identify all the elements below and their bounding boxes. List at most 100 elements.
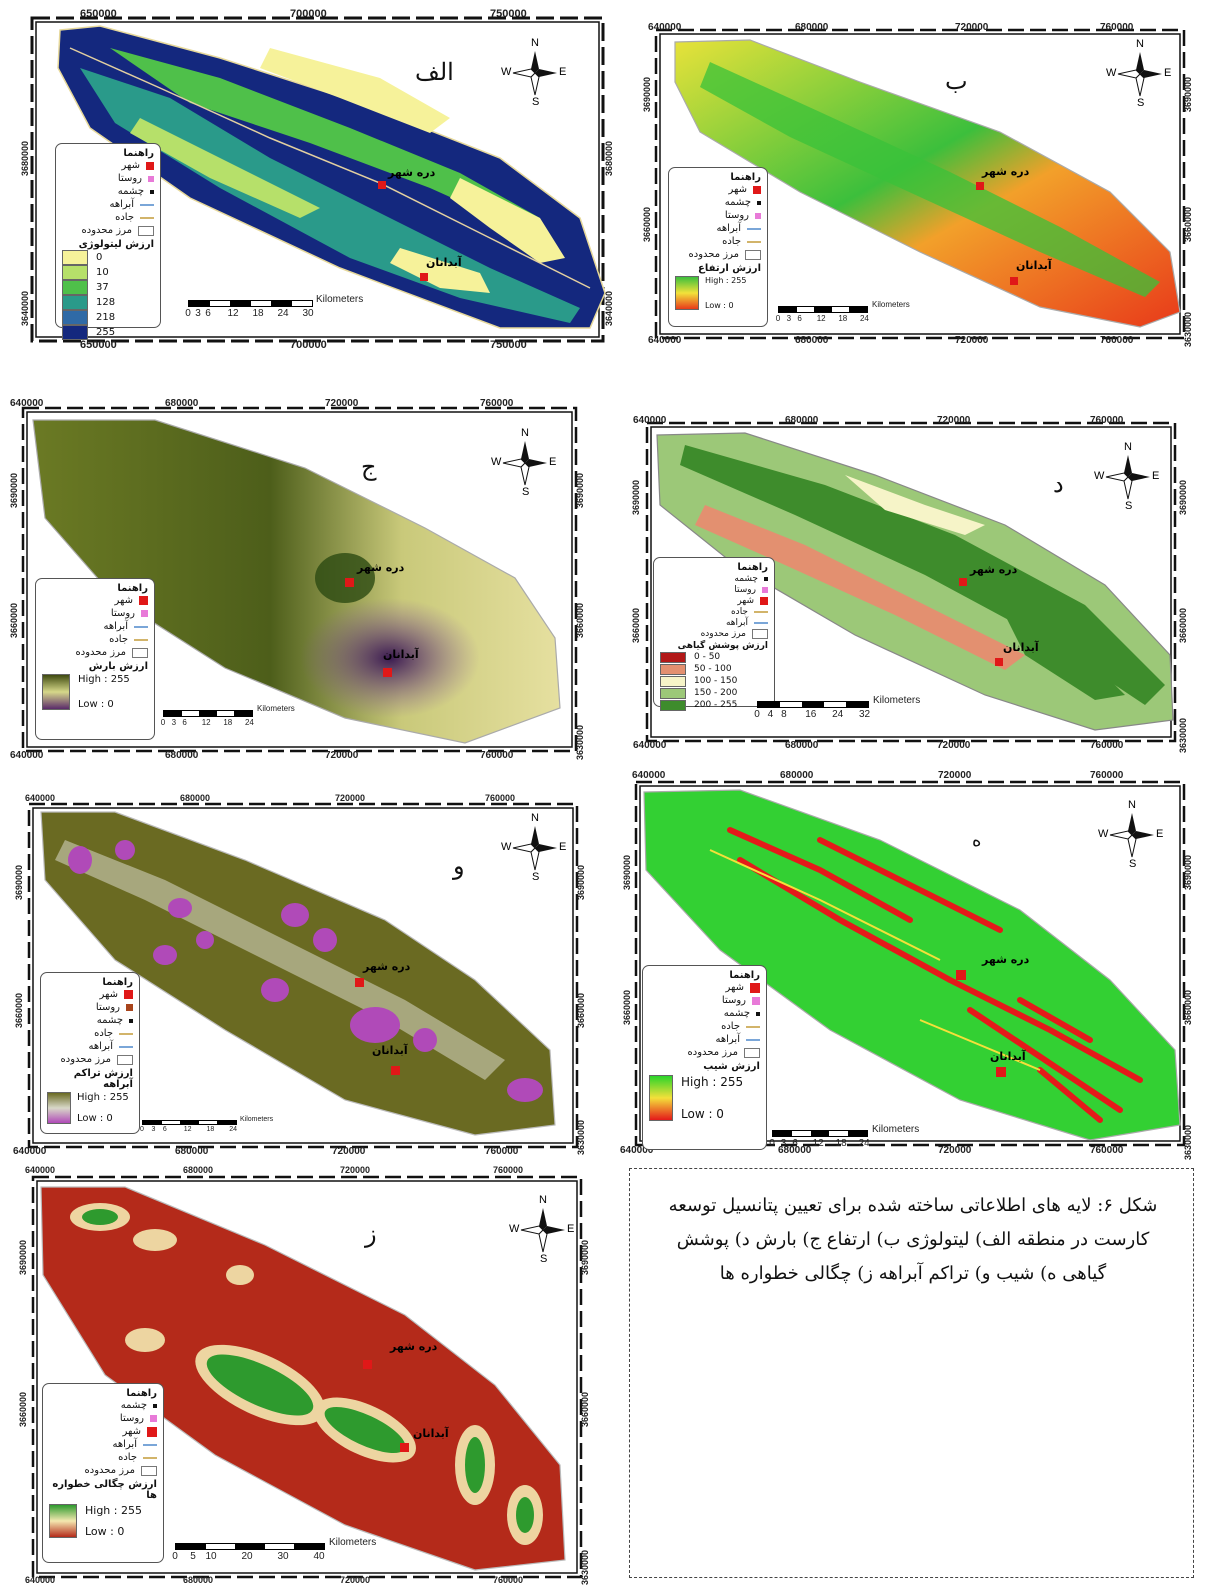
town-label: دره شهر <box>970 563 1018 576</box>
x-tick: 680000 <box>183 1575 214 1585</box>
x-tick: 680000 <box>778 1145 812 1156</box>
legend-value-title: ارزش تراکم آبراهه <box>73 1068 133 1090</box>
scale-tick: 4 <box>767 709 774 720</box>
map-panel-alef: 650000 700000 750000 650000 700000 75000… <box>20 8 615 353</box>
y-tick: 3690000 <box>1183 854 1193 890</box>
panel-label: ب <box>945 67 968 95</box>
compass-s: S <box>532 871 540 883</box>
y-tick: 3690000 <box>576 864 586 900</box>
compass-s: S <box>540 1253 548 1265</box>
scale-unit: Kilometers <box>329 1537 377 1548</box>
scale-tick: 3 <box>151 1126 156 1133</box>
legend-village: روستا <box>734 584 756 595</box>
compass-n: N <box>531 37 539 49</box>
scale-tick: 5 <box>190 1551 196 1562</box>
y-tick: 3690000 <box>580 1239 590 1275</box>
north-arrow-icon: N S E W <box>501 812 566 883</box>
legend-city: شهر <box>114 595 133 606</box>
x-tick: 680000 <box>165 750 199 761</box>
town-label: دره شهر <box>357 561 405 574</box>
map-panel-dal: 640000 680000 720000 760000 640000 68000… <box>625 415 1195 755</box>
x-tick: 760000 <box>493 1575 524 1585</box>
legend-stream: آبراهه <box>112 1439 138 1450</box>
scale-tick: 10 <box>205 1551 217 1562</box>
scale-tick: 16 <box>805 709 817 720</box>
compass-e: E <box>1164 67 1172 79</box>
figure-caption-box: شکل ۶: لایه های اطلاعاتی ساخته شده برای … <box>629 1168 1194 1578</box>
legend-city: شهر <box>737 595 754 606</box>
town-label: دره شهر <box>390 1340 438 1353</box>
x-tick: 640000 <box>25 793 56 803</box>
x-tick: 760000 <box>1100 335 1134 346</box>
x-tick: 680000 <box>780 770 814 781</box>
map-panel-jim: 640000 680000 720000 760000 640000 68000… <box>5 398 590 765</box>
town-label: آبدانان <box>1003 641 1039 654</box>
x-tick: 680000 <box>180 793 211 803</box>
scale-tick: 6 <box>205 308 211 319</box>
legend-stream: آبراهه <box>725 617 748 628</box>
scale-tick: 6 <box>797 314 802 323</box>
scale-bar: Kilometers 0 3 6 12 18 24 <box>161 704 295 729</box>
legend-spring: چشمه <box>120 1400 147 1411</box>
legend-village: روستا <box>119 1413 144 1424</box>
x-tick: 640000 <box>10 398 44 409</box>
town-label: دره شهر <box>388 166 436 179</box>
legend: راهنما شهر چشمه روستا آبراهه جاده مرز مح… <box>668 167 768 327</box>
y-tick: 3660000 <box>1178 607 1188 643</box>
legend-title: راهنما <box>729 970 760 981</box>
scale-tick: 12 <box>183 1126 192 1133</box>
north-arrow-icon: N S E W <box>509 1194 574 1265</box>
x-tick: 720000 <box>938 770 972 781</box>
compass-w: W <box>1094 470 1105 482</box>
town-label: آبدانان <box>383 648 419 661</box>
scale-tick: 3 <box>786 314 792 323</box>
legend-road: جاده <box>721 1021 740 1032</box>
town-label: آبدانان <box>413 1427 449 1440</box>
scale-unit: Kilometers <box>316 294 364 305</box>
scale-tick: 40 <box>313 1551 325 1562</box>
map-ze-graphic <box>31 1175 583 1579</box>
x-tick: 720000 <box>340 1165 371 1175</box>
y-tick: 3640000 <box>604 290 614 326</box>
legend-boundary: مرز محدوده <box>688 249 739 260</box>
x-tick: 750000 <box>490 8 527 20</box>
map-dal-graphic <box>645 421 1177 743</box>
x-tick: 760000 <box>1090 740 1124 751</box>
legend-stream: آبراهه <box>88 1041 114 1052</box>
legend-city: شهر <box>99 989 118 1000</box>
x-tick: 760000 <box>480 750 514 761</box>
compass-n: N <box>1124 441 1132 453</box>
legend-boundary: مرز محدوده <box>81 225 132 236</box>
map-panel-he: 640000 680000 720000 760000 640000 68000… <box>620 770 1200 1165</box>
y-tick: 3690000 <box>1183 76 1193 112</box>
compass-w: W <box>509 1223 520 1235</box>
legend-spring: چشمه <box>96 1015 123 1026</box>
panel-label: الف <box>415 58 454 86</box>
y-tick: 3660000 <box>631 607 641 643</box>
y-tick: 3660000 <box>576 992 586 1028</box>
scale-unit: Kilometers <box>873 695 921 706</box>
legend-class: 150 - 200 <box>694 688 738 698</box>
compass-e: E <box>1152 470 1160 482</box>
compass-n: N <box>521 427 529 439</box>
legend-boundary: مرز محدوده <box>75 647 126 658</box>
compass-w: W <box>1098 828 1109 840</box>
legend-village: روستا <box>110 608 135 619</box>
scale-tick: 24 <box>244 718 254 727</box>
panel-label: و <box>453 852 465 880</box>
legend-stream: آبراهه <box>109 199 135 210</box>
legend-value-title: ارزش شیب <box>703 1061 760 1072</box>
town-label: دره شهر <box>363 960 411 973</box>
y-tick: 3630000 <box>1183 311 1193 347</box>
scale-tick: 0 <box>754 709 760 720</box>
legend-value-title: ارزش ارتفاع <box>698 263 761 274</box>
x-tick: 720000 <box>938 1145 972 1156</box>
north-arrow-icon: N S E W <box>1106 38 1172 109</box>
panel-label: ه <box>972 830 982 851</box>
panel-label: ج <box>361 453 377 481</box>
y-tick: 3630000 <box>576 1119 586 1155</box>
town-label: دره شهر <box>982 953 1030 966</box>
scale-tick: 30 <box>302 308 314 319</box>
gradient-low: Low : 0 <box>705 301 734 310</box>
scale-tick: 12 <box>227 308 239 319</box>
